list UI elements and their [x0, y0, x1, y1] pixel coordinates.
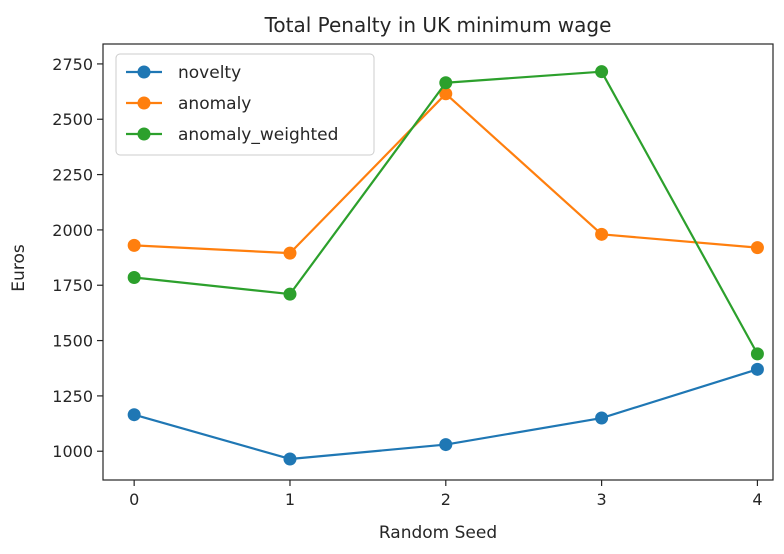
x-tick-label: 0 — [129, 490, 139, 509]
plot-area-frame — [102, 43, 774, 481]
x-tick-label: 2 — [441, 490, 451, 509]
data-point-anomaly — [127, 238, 141, 252]
legend-item-anomaly_weighted: anomaly_weighted — [126, 125, 338, 145]
data-point-anomaly_weighted — [127, 270, 141, 284]
data-point-anomaly_weighted — [750, 347, 764, 361]
legend-label: anomaly — [178, 94, 251, 114]
y-tick-label: 2000 — [52, 221, 93, 240]
data-point-anomaly — [595, 227, 609, 241]
series-anomaly — [127, 87, 764, 260]
y-tick-label: 2750 — [52, 55, 93, 74]
data-point-anomaly — [439, 87, 453, 101]
legend-item-anomaly: anomaly — [126, 94, 251, 114]
x-axis-label: Random Seed — [379, 523, 497, 543]
data-point-novelty — [283, 452, 297, 466]
legend-marker-swatch — [137, 127, 151, 141]
y-tick-label: 1500 — [52, 332, 93, 351]
legend-label: anomaly_weighted — [178, 125, 338, 145]
legend-label: novelty — [178, 63, 241, 83]
y-tick-label: 1750 — [52, 276, 93, 295]
legend-item-novelty: novelty — [126, 63, 241, 83]
data-point-anomaly_weighted — [439, 76, 453, 90]
data-point-novelty — [127, 408, 141, 422]
chart-title: Total Penalty in UK minimum wage — [264, 13, 612, 37]
x-tick-label: 4 — [752, 490, 762, 509]
x-tick-label: 3 — [597, 490, 607, 509]
x-axis: 0 1 2 3 4 — [129, 480, 763, 509]
legend: novelty anomaly anomaly_weighted — [115, 53, 375, 156]
series-novelty — [127, 362, 764, 466]
y-tick-label: 1000 — [52, 442, 93, 461]
series-layer — [127, 65, 764, 466]
series-anomaly_weighted — [127, 65, 764, 361]
data-point-anomaly_weighted — [595, 65, 609, 79]
data-point-anomaly — [750, 241, 764, 255]
legend-box — [115, 53, 375, 156]
data-point-novelty — [439, 438, 453, 452]
y-axis-label: Euros — [9, 244, 29, 292]
y-tick-label: 2250 — [52, 166, 93, 185]
legend-marker-swatch — [137, 65, 151, 79]
y-tick-label: 2500 — [52, 110, 93, 129]
y-tick-label: 1250 — [52, 387, 93, 406]
legend-marker-swatch — [137, 96, 151, 110]
data-point-anomaly — [283, 246, 297, 260]
y-axis: 1000 1250 1500 1750 2000 2250 2500 2750 — [52, 55, 103, 461]
x-tick-label: 1 — [285, 490, 295, 509]
data-point-novelty — [595, 411, 609, 425]
data-point-anomaly_weighted — [283, 287, 297, 301]
data-point-novelty — [750, 362, 764, 376]
